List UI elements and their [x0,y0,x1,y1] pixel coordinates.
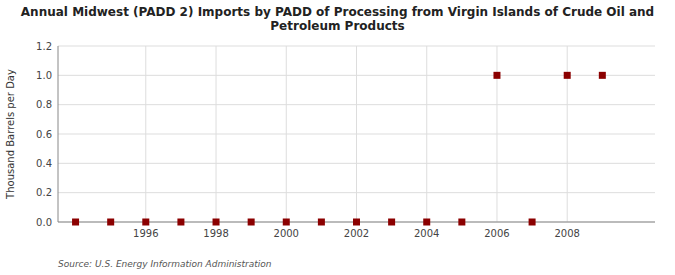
x-tick-label: 2006 [484,228,509,239]
x-tick-label: 2004 [414,228,439,239]
title: Annual Midwest (PADD 2) Imports by PADD … [21,5,654,33]
point [318,219,325,226]
point [388,219,395,226]
points [72,72,606,226]
grid-line [216,46,217,222]
grid-line [145,46,146,222]
point [283,219,290,226]
grid-line [286,46,287,222]
x-tick-label: 1998 [203,228,228,239]
x-tick-label: 2002 [344,228,369,239]
y-tick-label: 0.6 [36,129,52,140]
x-tick-label: 1996 [133,228,158,239]
point [493,72,500,79]
point [213,219,220,226]
x-tick-label: 2000 [274,228,299,239]
grid-line [426,46,427,222]
x-tick-label: 2008 [554,228,579,239]
y-tick-label: 1.2 [36,41,52,52]
point [423,219,430,226]
y-tick-label: 0.8 [36,99,52,110]
y-axis-label: Thousand Barrels per Day [5,69,16,200]
grid [58,46,655,222]
y-tick-label: 1.0 [36,70,52,81]
point [529,219,536,226]
point [107,219,114,226]
point [248,219,255,226]
point [564,72,571,79]
source: Source: U.S. Energy Information Administ… [58,259,272,269]
grid-line [356,46,357,222]
point [458,219,465,226]
chart: Annual Midwest (PADD 2) Imports by PADD … [0,0,675,275]
y-tick-label: 0.0 [36,217,52,228]
point [142,219,149,226]
y-tick-label: 0.2 [36,187,52,198]
point [72,219,79,226]
y-axis [58,46,59,222]
point [599,72,606,79]
point [177,219,184,226]
point [353,219,360,226]
y-tick-label: 0.4 [36,158,52,169]
